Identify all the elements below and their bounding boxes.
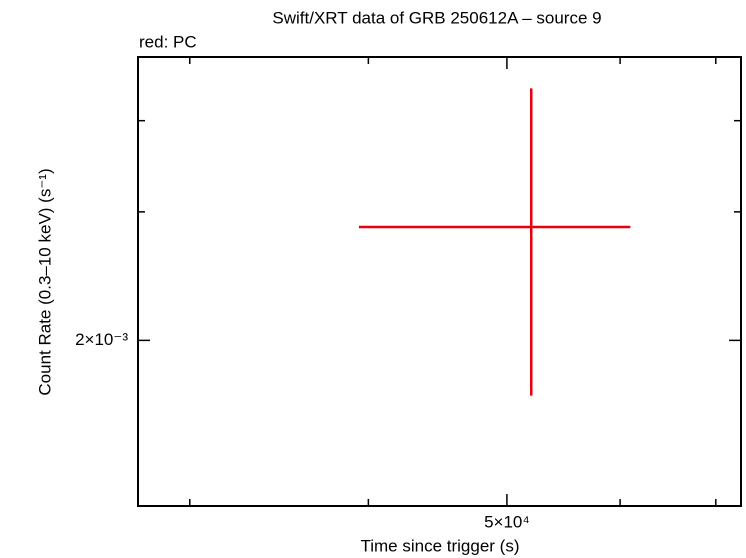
y-tick-label: 2×10⁻³ bbox=[75, 330, 128, 349]
y-axis-label: Count Rate (0.3–10 keV) (s⁻¹) bbox=[35, 168, 54, 395]
x-tick-label: 5×10⁴ bbox=[484, 512, 530, 531]
chart-subtitle: red: PC bbox=[139, 32, 197, 51]
chart-title: Swift/XRT data of GRB 250612A – source 9 bbox=[272, 8, 601, 27]
plot-frame bbox=[137, 56, 742, 507]
x-axis-label: Time since trigger (s) bbox=[360, 536, 519, 555]
